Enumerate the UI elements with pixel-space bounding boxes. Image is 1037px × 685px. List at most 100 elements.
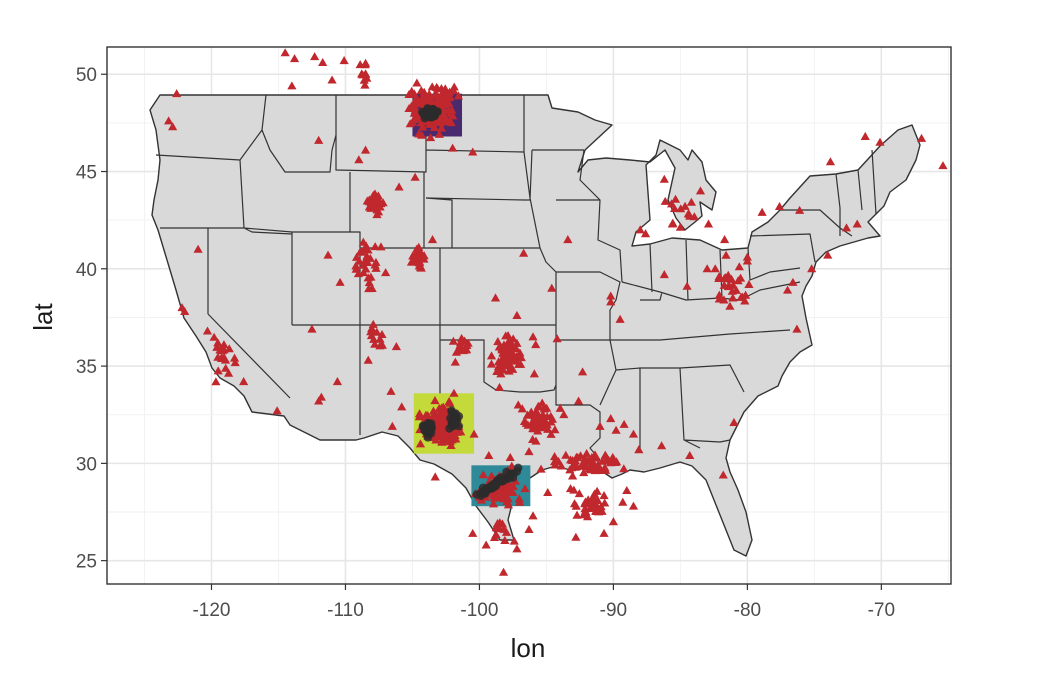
x-tick-label: -120: [192, 600, 230, 621]
triangle-point: [606, 291, 616, 300]
triangle-point: [585, 497, 596, 507]
triangle-point: [224, 368, 234, 377]
triangle-point: [468, 528, 478, 537]
triangle-point: [721, 250, 731, 259]
triangle-point: [695, 186, 706, 195]
triangle-point: [685, 450, 695, 460]
triangle-point: [514, 494, 524, 503]
triangle-point: [619, 464, 629, 473]
triangle-point: [610, 457, 620, 466]
triangle-point: [628, 429, 639, 438]
triangle-point: [363, 273, 373, 282]
triangle-point: [370, 242, 380, 251]
triangle-point: [193, 244, 203, 253]
triangle-point: [489, 532, 500, 541]
panel-border: [106, 46, 952, 585]
triangle-point: [529, 369, 539, 378]
triangle-point: [448, 143, 458, 152]
triangle-point: [414, 261, 424, 270]
triangle-point: [212, 342, 222, 351]
x-axis-ticks: -120 -110 -100 -90 -80 -70: [192, 584, 895, 621]
y-tick-label: 45: [76, 163, 97, 184]
triangle-point: [180, 307, 190, 316]
triangle-point: [505, 452, 515, 461]
triangle-point: [825, 157, 836, 166]
y-tick-label: 30: [76, 454, 97, 475]
triangle-point: [316, 392, 326, 401]
triangle-point: [376, 242, 386, 251]
triangle-point: [599, 528, 609, 537]
triangle-point: [536, 464, 546, 473]
triangle-point: [543, 487, 553, 497]
y-tick-label: 40: [76, 260, 97, 281]
x-tick-label: -110: [327, 600, 364, 621]
triangle-point: [496, 486, 506, 495]
triangle-point: [463, 338, 473, 347]
triangle-point: [335, 277, 345, 286]
triangle-point: [579, 468, 589, 477]
triangle-point: [221, 363, 231, 372]
triangle-point: [418, 122, 428, 131]
triangle-point: [367, 323, 377, 332]
triangle-point: [375, 341, 385, 350]
triangle-point: [725, 301, 735, 310]
triangle-point: [478, 470, 488, 479]
triangle-point: [524, 524, 534, 533]
triangle-point: [592, 486, 602, 495]
triangle-point: [458, 346, 468, 355]
triangle-point: [516, 353, 526, 362]
triangle-point: [410, 172, 420, 181]
triangle-point: [714, 290, 724, 299]
triangle-point: [318, 57, 328, 67]
triangle-point: [488, 499, 499, 508]
triangle-point: [571, 532, 581, 541]
triangle-point: [327, 75, 337, 84]
triangle-point: [364, 278, 374, 287]
triangle-point: [353, 269, 364, 278]
triangle-point: [497, 493, 507, 502]
triangle-point: [590, 466, 600, 475]
triangle-point: [417, 130, 427, 139]
triangle-point: [229, 353, 240, 362]
triangle-point: [310, 52, 320, 61]
triangle-point: [509, 536, 519, 545]
triangle-point: [272, 406, 282, 415]
triangle-point: [531, 436, 541, 445]
triangle-point: [431, 435, 441, 444]
triangle-point: [357, 247, 367, 256]
triangle-point: [361, 254, 371, 263]
triangle-point: [351, 264, 361, 273]
x-tick-label: -90: [600, 600, 627, 621]
triangle-point: [172, 89, 182, 98]
triangle-point: [565, 484, 576, 493]
triangle-point: [332, 377, 343, 386]
triangle-point: [280, 48, 290, 57]
triangle-point: [361, 264, 371, 273]
triangle-point: [686, 197, 696, 206]
triangle-point: [368, 190, 378, 199]
triangle-point: [371, 263, 381, 272]
triangle-point: [414, 409, 425, 418]
triangle-point: [494, 523, 504, 533]
triangle-point: [742, 252, 752, 261]
triangle-point: [501, 331, 511, 340]
triangle-point: [213, 338, 223, 347]
triangle-point: [852, 219, 862, 228]
triangle-point: [515, 348, 525, 357]
triangle-point: [508, 364, 518, 373]
triangle-point: [371, 257, 381, 266]
triangle-point: [217, 346, 227, 355]
x-axis-title: lon: [511, 633, 546, 663]
triangle-point: [289, 54, 300, 63]
y-tick-label: 35: [76, 357, 97, 378]
triangle-point: [618, 497, 628, 506]
triangle-point: [531, 340, 541, 349]
triangle-point: [744, 279, 754, 288]
triangle-point: [444, 98, 454, 107]
triangle-point: [634, 445, 644, 454]
triangle-point: [600, 498, 610, 507]
triangle-point: [788, 277, 798, 286]
triangle-point: [363, 355, 373, 364]
triangle-point: [387, 421, 397, 430]
